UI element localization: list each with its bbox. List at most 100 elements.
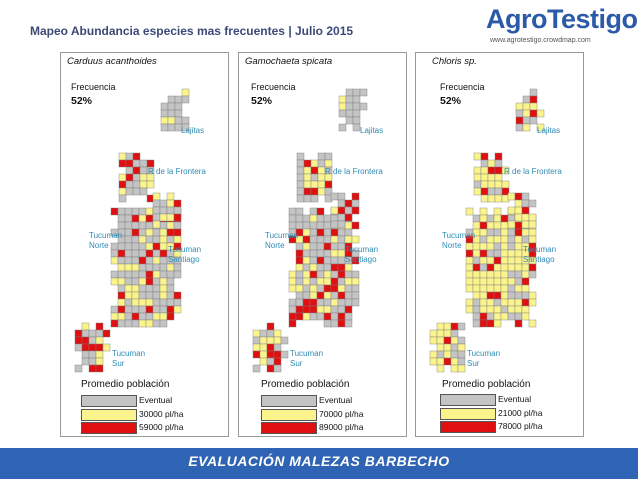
region-label-tucuman-sur: Tucuman Sur (467, 349, 501, 368)
map-cell (167, 95, 176, 104)
map-cell (110, 319, 119, 328)
species-name: Chloris sp. (432, 56, 477, 67)
map-cell (132, 180, 141, 189)
map-cell (152, 305, 161, 314)
map-cell (330, 291, 339, 300)
map-cell (118, 187, 127, 196)
page-title: Mapeo Abundancia especies mas frecuentes… (30, 24, 354, 38)
map-cell (494, 194, 503, 203)
map-cell (124, 228, 133, 237)
map-cell (309, 235, 318, 244)
map-cell (139, 173, 148, 182)
map-cell (472, 214, 481, 223)
legend-swatch-low (440, 408, 496, 420)
map-cell (95, 322, 104, 331)
map-cell (479, 291, 488, 300)
legend-swatch-eventual (440, 394, 496, 406)
map-cell (159, 213, 168, 222)
map-cell (465, 263, 474, 272)
map-cell (159, 235, 168, 244)
map-cell (145, 312, 154, 321)
map-cell (330, 220, 339, 229)
map-cell (288, 312, 297, 321)
map-cell (152, 291, 161, 300)
map-cell (118, 173, 127, 182)
map-cell (173, 235, 182, 244)
region-label-lajitas: Lajitas (537, 126, 561, 135)
map-cell (465, 249, 474, 258)
map-cell (521, 270, 530, 279)
map-cell (302, 256, 311, 265)
map-cell (344, 228, 353, 237)
map-cell (145, 270, 154, 279)
map-cell (344, 284, 353, 293)
map-cell (514, 192, 523, 201)
map-cell (310, 187, 319, 196)
frequency-label: Frecuencia (71, 82, 116, 92)
map-cell (337, 199, 346, 208)
map-cell (152, 298, 161, 307)
map-cell (465, 207, 474, 216)
map-cell (310, 173, 319, 182)
map-cell (521, 235, 530, 244)
map-cell (323, 298, 332, 307)
map-cell (309, 263, 318, 272)
map-cell (337, 249, 346, 258)
map-cell (480, 166, 489, 175)
map-cell (521, 199, 530, 208)
map-cell (316, 291, 325, 300)
map-cell (337, 319, 346, 328)
map-cell (529, 95, 538, 104)
map-cell (280, 350, 289, 359)
map-cell (493, 228, 502, 237)
map-cell (138, 319, 147, 328)
map-cell (117, 319, 126, 328)
map-cell (514, 206, 523, 215)
footer-banner-text: EVALUACIÓN MALEZAS BARBECHO (188, 453, 450, 469)
map-cell (344, 319, 353, 328)
map-cell (309, 312, 318, 321)
map-cell (486, 298, 495, 307)
map-cell (145, 291, 154, 300)
map-cell (288, 305, 297, 314)
map-cell (351, 298, 360, 307)
map-cell (316, 305, 325, 314)
abundance-map (74, 88, 190, 373)
abundance-map (252, 88, 368, 373)
map-cell (266, 357, 275, 366)
map-cell (344, 277, 353, 286)
map-cell (352, 95, 361, 104)
map-cell (296, 187, 305, 196)
map-cell (514, 305, 523, 314)
map-cell (323, 228, 332, 237)
map-cell (125, 166, 134, 175)
map-cell (174, 116, 183, 125)
map-cell (443, 329, 452, 338)
map-cell (295, 277, 304, 286)
map-cell (124, 305, 133, 314)
map-cell (273, 343, 282, 352)
map-cell (351, 221, 360, 230)
species-panel-carduus: Carduus acanthoides Frecuencia 52% Lajit… (60, 52, 229, 437)
map-cell (486, 319, 495, 328)
map-cell (487, 194, 496, 203)
map-cell (124, 291, 133, 300)
map-cell (110, 312, 119, 321)
map-cell (317, 159, 326, 168)
map-cell (303, 166, 312, 175)
map-cell (472, 305, 481, 314)
map-cell (295, 256, 304, 265)
map-cell (152, 256, 161, 265)
map-cell (500, 221, 509, 230)
map-cell (159, 242, 168, 251)
map-cell (295, 270, 304, 279)
map-cell (124, 256, 133, 265)
map-cell (493, 242, 502, 251)
map-cell (131, 221, 140, 230)
map-cell (131, 214, 140, 223)
map-cell (337, 305, 346, 314)
legend-label-eventual: Eventual (139, 395, 173, 405)
map-cell (295, 221, 304, 230)
map-cell (323, 319, 332, 328)
map-cell (494, 180, 503, 189)
